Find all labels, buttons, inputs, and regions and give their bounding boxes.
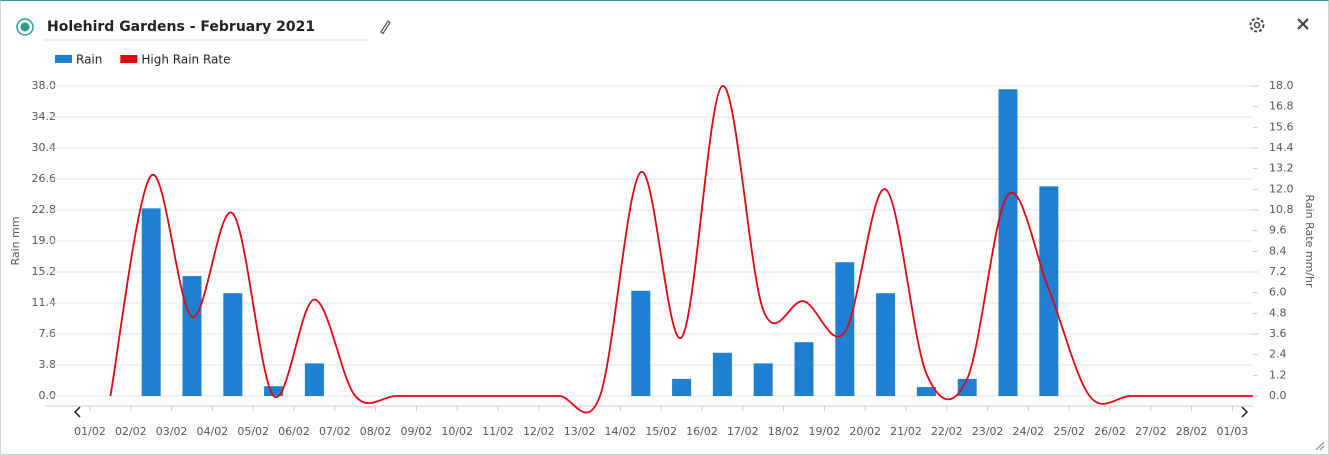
bar xyxy=(876,293,896,396)
y2-tick-label: 8.4 xyxy=(1269,244,1287,257)
y-tick-label: 11.4 xyxy=(32,296,57,309)
y2-tick-label: 2.4 xyxy=(1269,348,1287,361)
status-dot xyxy=(20,22,30,32)
bar xyxy=(835,262,855,396)
line xyxy=(109,85,1253,414)
x-tick-label: 13/02 xyxy=(564,425,596,438)
x-tick-label: 24/02 xyxy=(1013,425,1045,438)
x-tick-label: 09/02 xyxy=(401,425,433,438)
bar xyxy=(631,290,651,396)
chart-title: Holehird Gardens - February 2021 xyxy=(47,19,315,35)
x-tick-label: 25/02 xyxy=(1053,425,1085,438)
bar xyxy=(753,363,773,396)
bar xyxy=(957,378,977,396)
x-tick-label: 18/02 xyxy=(768,425,800,438)
legend-swatch xyxy=(55,55,72,63)
x-tick-label: 17/02 xyxy=(727,425,759,438)
x-tick-label: 01/02 xyxy=(74,425,106,438)
resize-handle[interactable] xyxy=(1315,441,1325,451)
x-tick-label: 10/02 xyxy=(441,425,473,438)
x-tick-label: 07/02 xyxy=(319,425,351,438)
legend-label: Rain xyxy=(76,53,102,67)
x-tick-label: 26/02 xyxy=(1094,425,1126,438)
x-tick-label: 01/03 xyxy=(1217,425,1249,438)
x-tick-label: 08/02 xyxy=(360,425,392,438)
x-tick-label: 12/02 xyxy=(523,425,555,438)
x-tick-label: 19/02 xyxy=(809,425,841,438)
y-tick-label: 15.2 xyxy=(32,265,57,278)
x-tick-label: 04/02 xyxy=(197,425,229,438)
x-tick-label: 16/02 xyxy=(686,425,718,438)
x-tick-label: 20/02 xyxy=(849,425,881,438)
legend-label: High Rain Rate xyxy=(141,53,230,67)
y2-tick-label: 15.6 xyxy=(1269,120,1294,133)
y2-tick-label: 12.0 xyxy=(1269,182,1294,195)
bar xyxy=(794,342,814,396)
y-tick-label: 26.6 xyxy=(32,172,57,185)
y-tick-label: 30.4 xyxy=(32,141,57,154)
bar xyxy=(916,387,936,396)
y-axis-title: Rain mm xyxy=(9,216,22,265)
y-tick-label: 38.0 xyxy=(32,79,57,92)
y-tick-label: 22.8 xyxy=(32,203,57,216)
legend-swatch xyxy=(120,55,138,63)
x-tick-label: 06/02 xyxy=(278,425,310,438)
bar xyxy=(223,293,243,396)
x-tick-label: 11/02 xyxy=(482,425,514,438)
edit-icon[interactable] xyxy=(380,20,391,35)
bar xyxy=(712,352,732,396)
x-tick-label: 27/02 xyxy=(1135,425,1167,438)
y2-axis-title: Rain Rate mm/hr xyxy=(1303,194,1316,287)
status-icon xyxy=(16,18,34,36)
y2-tick-label: 4.8 xyxy=(1269,306,1287,319)
y2-tick-label: 3.6 xyxy=(1269,327,1287,340)
bar xyxy=(182,276,202,396)
bar xyxy=(998,89,1018,397)
scroll-right[interactable] xyxy=(1241,406,1249,418)
x-tick-label: 28/02 xyxy=(1176,425,1208,438)
x-tick-label: 23/02 xyxy=(972,425,1004,438)
bar xyxy=(304,363,324,396)
y2-tick-label: 1.2 xyxy=(1269,368,1287,381)
x-tick-label: 02/02 xyxy=(115,425,147,438)
scroll-left[interactable] xyxy=(73,406,81,418)
y2-tick-label: 10.8 xyxy=(1269,203,1294,216)
settings-icon[interactable] xyxy=(1249,17,1265,33)
bar xyxy=(141,208,161,396)
y2-tick-label: 9.6 xyxy=(1269,224,1287,237)
x-tick-label: 03/02 xyxy=(156,425,188,438)
bar xyxy=(672,378,692,396)
y2-tick-label: 7.2 xyxy=(1269,265,1287,278)
y-tick-label: 19.0 xyxy=(32,234,57,247)
y2-tick-label: 16.8 xyxy=(1269,100,1294,113)
x-tick-label: 22/02 xyxy=(931,425,963,438)
y2-tick-label: 14.4 xyxy=(1269,141,1294,154)
y2-tick-label: 0.0 xyxy=(1269,389,1287,402)
x-tick-label: 14/02 xyxy=(605,425,637,438)
y2-tick-label: 18.0 xyxy=(1269,79,1294,92)
bar xyxy=(264,386,284,396)
y2-tick-label: 13.2 xyxy=(1269,162,1294,175)
y2-tick-label: 6.0 xyxy=(1269,286,1287,299)
x-tick-label: 21/02 xyxy=(890,425,922,438)
close-icon[interactable] xyxy=(1297,18,1309,30)
y-tick-label: 34.2 xyxy=(32,110,57,123)
x-tick-label: 05/02 xyxy=(237,425,269,438)
x-tick-label: 15/02 xyxy=(645,425,677,438)
